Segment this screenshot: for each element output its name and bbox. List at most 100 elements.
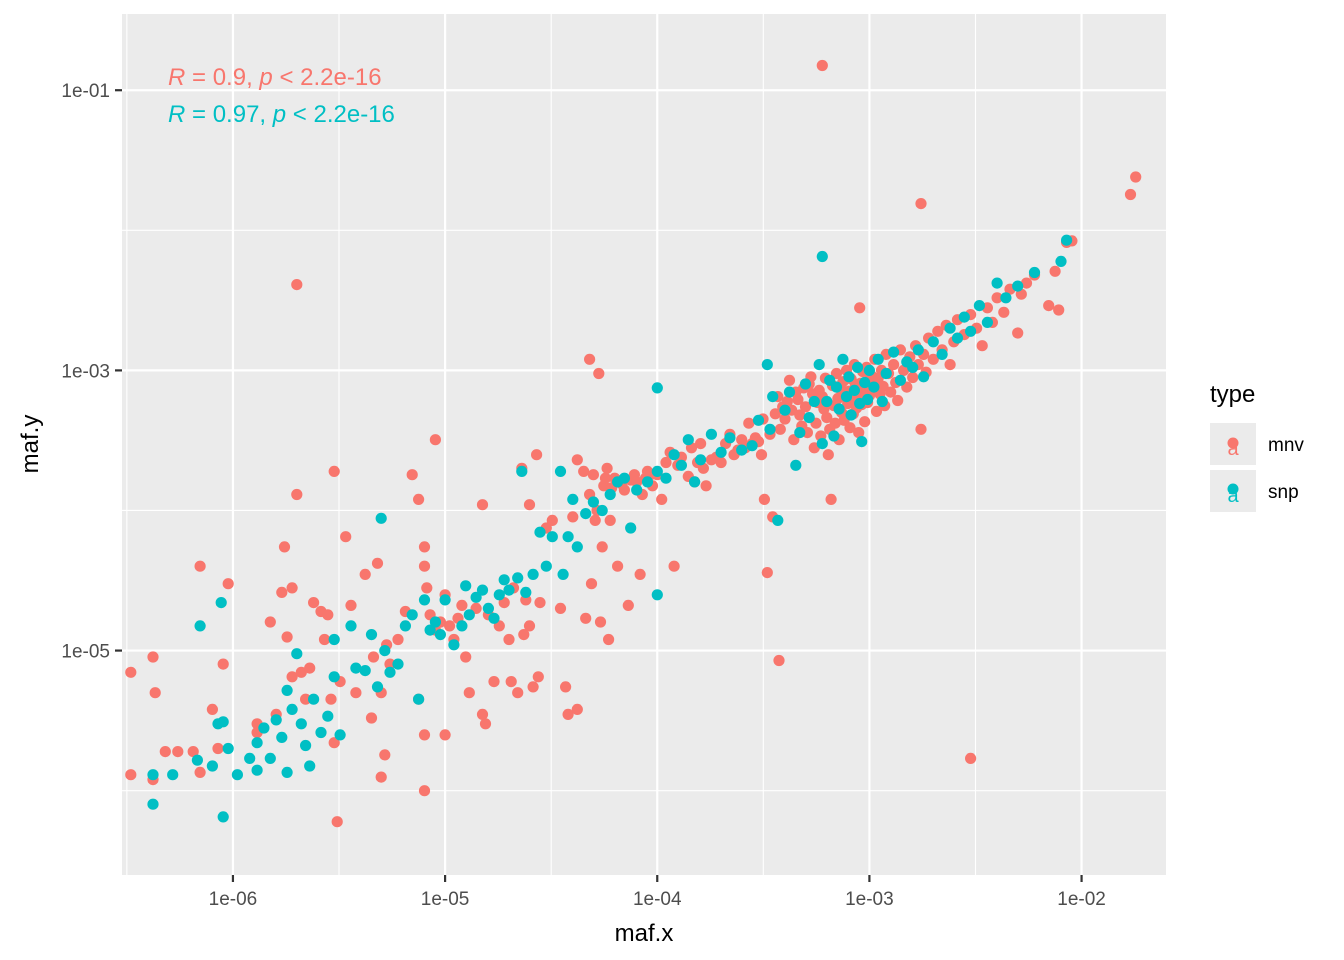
point-mnv: [359, 568, 371, 581]
point-mnv: [322, 609, 334, 621]
point-snp: [845, 409, 857, 421]
point-mnv: [325, 693, 337, 705]
point-mnv: [1053, 304, 1065, 316]
point-mnv: [854, 302, 866, 314]
point-snp: [406, 609, 418, 621]
point-mnv: [1012, 327, 1024, 339]
point-snp: [794, 427, 806, 439]
point-mnv: [830, 367, 843, 380]
point-mnv: [340, 531, 352, 543]
point-snp: [859, 376, 871, 389]
point-mnv: [463, 687, 475, 699]
point-snp: [350, 662, 362, 674]
annotation-mnv: R = 0.9, p < 2.2e-16: [168, 64, 382, 91]
point-snp: [308, 693, 320, 705]
point-snp: [276, 731, 288, 744]
x-axis: 1e-06 1e-05 1e-04 1e-03 1e-02: [209, 875, 1106, 910]
point-snp: [244, 752, 256, 765]
point-snp: [217, 811, 229, 823]
point-mnv: [1043, 300, 1055, 312]
point-snp: [1012, 280, 1024, 292]
point-mnv: [587, 469, 600, 481]
point-mnv: [594, 616, 607, 628]
point-mnv: [965, 752, 977, 765]
point-snp: [816, 250, 828, 263]
plot-panel: [122, 14, 1166, 875]
point-mnv: [976, 340, 988, 352]
legend-item-mnv: a mnv: [1210, 423, 1304, 465]
point-snp: [384, 666, 396, 678]
point-snp: [206, 760, 218, 772]
point-mnv: [413, 493, 425, 505]
point-mnv: [932, 325, 944, 337]
point-snp: [837, 353, 849, 365]
point-snp: [251, 764, 263, 776]
point-mnv: [596, 541, 608, 553]
point-snp: [863, 364, 876, 376]
point-snp: [460, 580, 472, 592]
point-snp: [965, 325, 977, 337]
x-tick-label: 1e-05: [421, 889, 470, 910]
point-mnv: [460, 651, 472, 663]
point-snp: [546, 531, 558, 543]
point-mnv: [779, 413, 791, 425]
y-tick-label: 1e-01: [61, 81, 110, 102]
point-mnv: [523, 620, 536, 632]
point-mnv: [125, 769, 137, 781]
point-mnv: [331, 816, 343, 828]
legend-marker-mnv: [1227, 437, 1239, 449]
point-mnv: [532, 671, 544, 683]
point-mnv: [773, 654, 785, 667]
point-mnv: [418, 785, 431, 797]
point-snp: [488, 612, 500, 624]
legend-label-mnv: mnv: [1268, 435, 1304, 456]
point-mnv: [418, 729, 431, 741]
point-mnv: [1130, 171, 1142, 183]
point-snp: [1000, 292, 1012, 304]
point-snp: [894, 374, 907, 386]
point-mnv: [308, 597, 320, 609]
point-mnv: [668, 560, 680, 572]
point-snp: [927, 336, 939, 348]
legend-label-snp: snp: [1268, 482, 1299, 503]
point-snp: [936, 348, 948, 360]
point-mnv: [695, 438, 707, 450]
point-snp: [540, 560, 552, 572]
point-snp: [399, 620, 411, 632]
point-mnv: [697, 462, 710, 474]
point-mnv: [278, 541, 291, 553]
point-mnv: [571, 454, 583, 466]
point-snp: [512, 572, 524, 584]
point-mnv: [281, 631, 293, 643]
point-snp: [1028, 266, 1041, 279]
point-snp: [281, 684, 293, 697]
point-snp: [783, 386, 796, 398]
point-snp: [675, 459, 688, 471]
point-snp: [470, 591, 482, 603]
x-tick-label: 1e-03: [845, 889, 894, 910]
legend-item-snp: a snp: [1210, 470, 1299, 512]
point-snp: [439, 594, 451, 606]
point-snp: [816, 438, 828, 450]
point-mnv: [276, 586, 288, 599]
point-snp: [191, 754, 203, 766]
point-mnv: [885, 386, 897, 398]
point-mnv: [534, 597, 546, 609]
x-tick-label: 1e-06: [209, 889, 258, 910]
point-snp: [973, 300, 986, 312]
point-snp: [520, 586, 532, 599]
point-snp: [448, 639, 460, 651]
point-snp: [944, 322, 956, 334]
point-mnv: [371, 557, 384, 569]
point-mnv: [406, 469, 418, 481]
point-snp: [705, 428, 718, 440]
point-mnv: [206, 703, 218, 716]
point-snp: [689, 476, 701, 488]
point-mnv: [379, 749, 391, 761]
point-snp: [604, 488, 616, 501]
point-mnv: [365, 712, 378, 724]
major-gridlines: [122, 14, 1166, 875]
point-mnv: [476, 708, 489, 721]
point-snp: [557, 568, 569, 581]
point-snp: [300, 739, 312, 752]
